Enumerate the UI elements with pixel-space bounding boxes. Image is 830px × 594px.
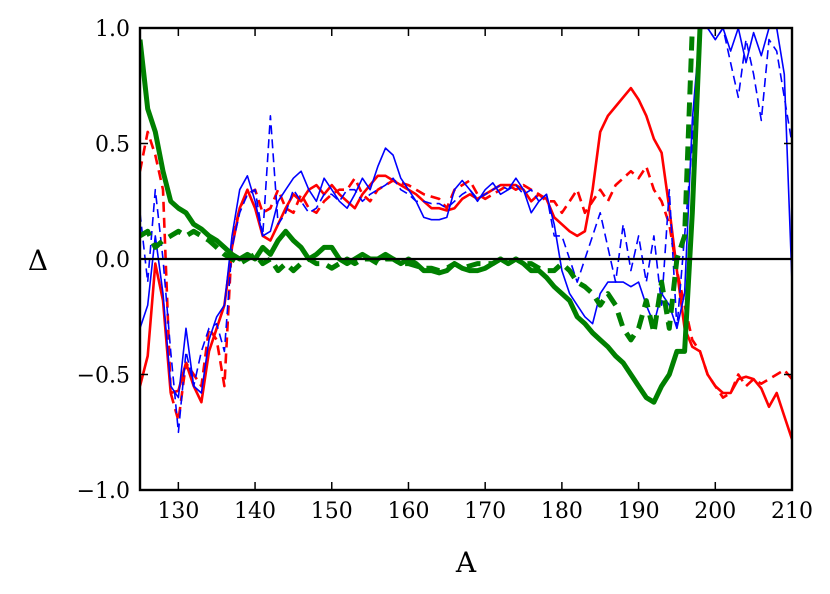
y-tick-label: −0.5 (77, 364, 130, 389)
y-tick-label: −1.0 (77, 479, 130, 504)
x-axis-label: A (455, 546, 477, 579)
x-tick-label: 130 (157, 499, 199, 524)
x-tick-label: 160 (387, 499, 429, 524)
series-line-5 (140, 28, 703, 405)
series-line-4 (140, 28, 792, 434)
y-tick-label: 0.0 (95, 248, 130, 273)
x-tick-label: 170 (464, 499, 506, 524)
x-tick-label: 210 (771, 499, 813, 524)
series-line-3 (140, 28, 792, 399)
y-axis-label: Δ (28, 244, 48, 277)
series-line-1 (140, 86, 792, 440)
y-tick-label: 0.5 (95, 133, 130, 158)
ticks-layer: 130 140 150 160 170 180 190 200 210 −1.0 −0.5 0.0 0.… (77, 17, 813, 524)
x-tick-label: 150 (311, 499, 353, 524)
y-tick-label: 1.0 (95, 17, 130, 42)
x-tick-label: 140 (234, 499, 276, 524)
x-tick-label: 190 (618, 499, 660, 524)
x-tick-label: 180 (541, 499, 583, 524)
series-layer (140, 28, 792, 440)
x-tick-label: 200 (694, 499, 736, 524)
